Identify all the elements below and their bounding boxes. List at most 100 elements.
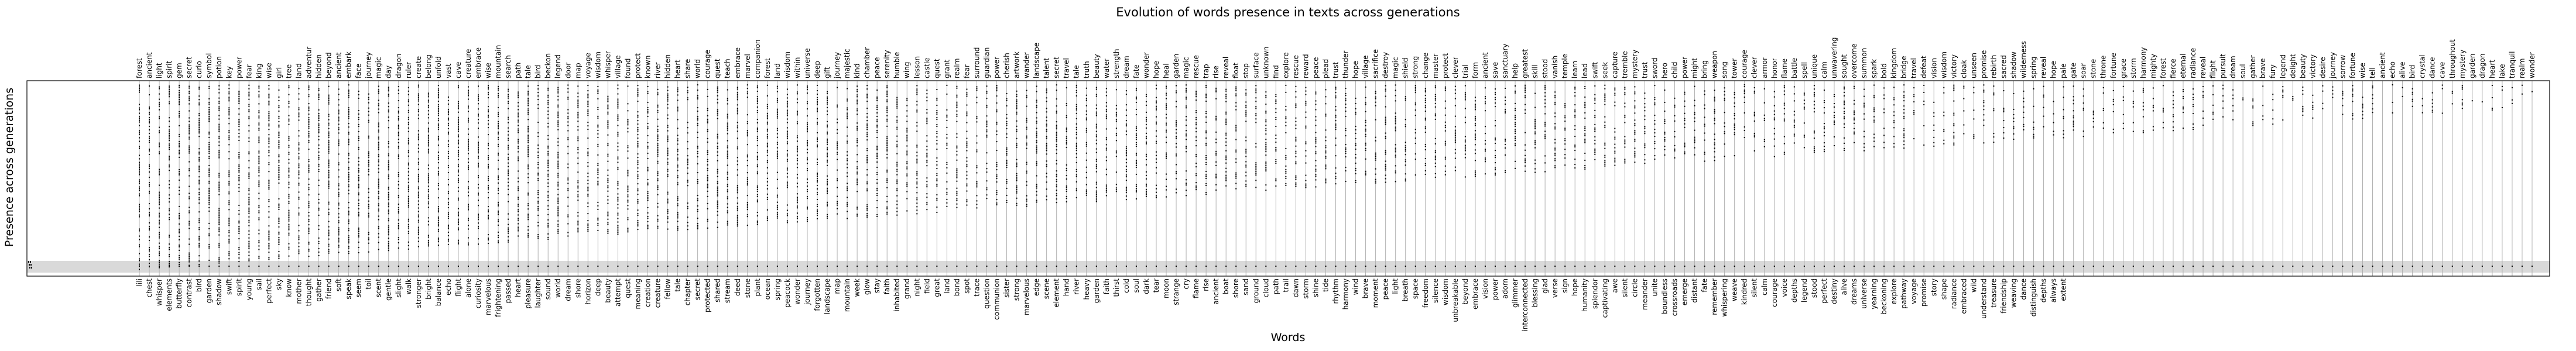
presence-dot xyxy=(508,169,509,171)
presence-dot xyxy=(508,229,509,230)
presence-dot xyxy=(258,210,260,212)
presence-dot xyxy=(827,154,828,156)
presence-dot xyxy=(288,216,290,218)
presence-dot xyxy=(847,100,848,102)
presence-dot xyxy=(986,194,988,196)
presence-dot xyxy=(1046,97,1047,99)
presence-dot xyxy=(1056,170,1057,172)
presence-dot xyxy=(1016,159,1018,160)
presence-dot xyxy=(1176,192,1177,194)
presence-dot xyxy=(288,227,290,229)
presence-dot xyxy=(328,124,330,126)
presence-dot xyxy=(447,166,449,168)
presence-dot xyxy=(149,142,150,143)
presence-dot xyxy=(657,137,659,139)
presence-dot xyxy=(966,160,968,162)
presence-dot xyxy=(687,222,688,223)
presence-dot xyxy=(427,110,429,112)
presence-dot xyxy=(587,104,589,106)
presence-dot xyxy=(308,117,310,119)
presence-dot xyxy=(547,194,549,196)
presence-dot xyxy=(1135,186,1137,188)
presence-dot xyxy=(617,233,619,235)
presence-dot xyxy=(467,219,469,221)
presence-dot xyxy=(258,129,260,131)
presence-dot xyxy=(328,182,330,184)
presence-dot xyxy=(1145,111,1147,113)
presence-dot xyxy=(557,173,559,174)
presence-dot xyxy=(1056,176,1057,177)
presence-dot xyxy=(727,210,728,212)
presence-dot xyxy=(218,102,220,104)
presence-dot xyxy=(847,186,848,188)
presence-dot xyxy=(1066,138,1067,140)
presence-dot xyxy=(1215,173,1217,175)
presence-dot xyxy=(318,135,320,137)
presence-dot xyxy=(518,181,519,183)
presence-dot xyxy=(447,99,449,101)
presence-dot xyxy=(139,137,140,139)
presence-dot xyxy=(627,103,629,105)
presence-dot xyxy=(677,212,679,214)
presence-dot xyxy=(637,167,639,169)
presence-dot xyxy=(956,115,958,117)
presence-dot xyxy=(218,153,220,155)
presence-dot xyxy=(477,166,479,168)
presence-dot xyxy=(179,214,180,216)
presence-dot xyxy=(1176,85,1177,87)
presence-dot xyxy=(268,104,270,106)
presence-dot xyxy=(1195,131,1197,133)
presence-dot xyxy=(1085,87,1087,89)
presence-dot xyxy=(667,125,669,126)
presence-dot xyxy=(169,214,170,215)
presence-dot xyxy=(248,254,250,256)
presence-dot xyxy=(607,108,609,109)
presence-dot xyxy=(388,218,389,220)
presence-dot xyxy=(1075,84,1077,86)
presence-dot xyxy=(1075,190,1077,191)
presence-dot xyxy=(1115,184,1117,185)
presence-dot xyxy=(717,266,718,267)
presence-dot xyxy=(886,92,888,94)
presence-dot xyxy=(567,88,569,90)
presence-dot xyxy=(1006,194,1008,196)
presence-dot xyxy=(1125,130,1127,132)
presence-dot xyxy=(827,187,828,189)
presence-dot xyxy=(1305,266,1307,267)
presence-dot xyxy=(457,178,459,180)
presence-dot xyxy=(1355,181,1356,183)
presence-dot xyxy=(288,120,290,122)
presence-dot xyxy=(308,250,310,252)
presence-dot xyxy=(936,99,938,101)
presence-dot xyxy=(139,168,140,170)
presence-dot xyxy=(447,113,449,115)
presence-dot xyxy=(1155,107,1157,109)
presence-dot xyxy=(727,124,728,126)
presence-dot xyxy=(766,144,768,146)
presence-dot xyxy=(198,264,200,266)
presence-dot xyxy=(288,218,290,220)
presence-dot xyxy=(746,88,748,90)
presence-dot xyxy=(417,191,419,193)
presence-dot xyxy=(1275,119,1277,121)
presence-dot xyxy=(657,118,659,120)
presence-dot xyxy=(906,210,908,212)
presence-dot xyxy=(966,88,968,90)
presence-dot xyxy=(717,109,718,111)
presence-dot xyxy=(268,199,270,201)
presence-dot xyxy=(707,266,708,267)
presence-dot xyxy=(1026,95,1027,97)
presence-dot xyxy=(179,212,180,214)
presence-dot xyxy=(657,139,659,141)
presence-dot xyxy=(806,129,808,131)
presence-dot xyxy=(338,99,340,101)
presence-dot xyxy=(567,197,569,198)
presence-dot xyxy=(508,213,509,215)
presence-dot xyxy=(407,185,409,187)
presence-dot xyxy=(298,184,300,186)
presence-dot xyxy=(1215,142,1217,143)
presence-dot xyxy=(238,164,240,166)
presence-dot xyxy=(1305,111,1307,113)
presence-dot xyxy=(886,153,888,155)
